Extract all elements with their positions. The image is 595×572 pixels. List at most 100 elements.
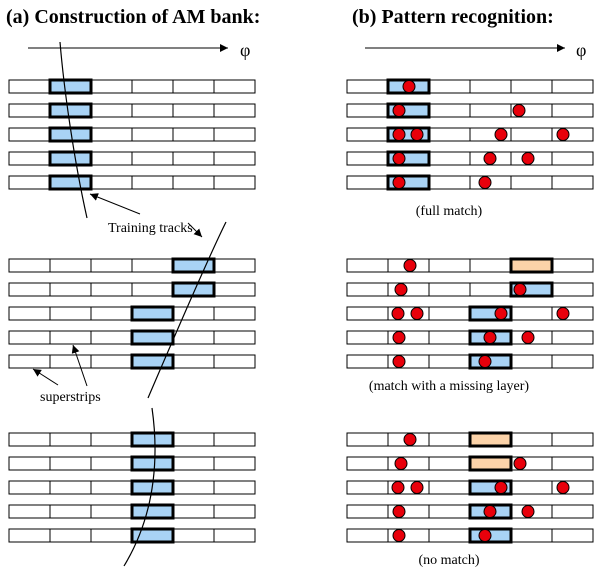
- superstrip-cell: [90, 432, 133, 447]
- superstrip-cell: [49, 258, 92, 273]
- superstrip-cell: [213, 282, 256, 297]
- superstrip-cell: [213, 354, 256, 369]
- superstrip-cell: [213, 330, 256, 345]
- superstrip-cell: [172, 175, 215, 190]
- superstrip-cell: [49, 456, 92, 471]
- hit-marker: [403, 259, 417, 272]
- phi-symbol-b: φ: [576, 40, 586, 60]
- layer-row: [8, 503, 256, 520]
- hit-marker: [478, 176, 492, 189]
- superstrip-cell: [510, 480, 553, 495]
- superstrip-cell: [510, 175, 553, 190]
- superstrip-cell: [428, 258, 471, 273]
- superstrip-cell: [510, 528, 553, 543]
- superstrip-cell: [90, 103, 133, 118]
- superstrip-cell: [469, 282, 512, 297]
- hit-marker: [556, 481, 570, 494]
- hit-marker: [392, 529, 406, 542]
- superstrip-cell: [510, 354, 553, 369]
- active-superstrip: [48, 78, 93, 95]
- superstrip-cell: [131, 151, 174, 166]
- superstrip-cell: [346, 354, 389, 369]
- layer-row: [8, 281, 256, 298]
- layer-row: [346, 78, 594, 95]
- layer-row: [8, 455, 256, 472]
- layer-row: [8, 150, 256, 167]
- superstrip-cell: [346, 127, 389, 142]
- superstrip-cell: [213, 127, 256, 142]
- hit-marker: [392, 505, 406, 518]
- superstrip-cell: [131, 282, 174, 297]
- superstrip-cell: [346, 480, 389, 495]
- superstrip-cell: [8, 504, 51, 519]
- superstrip-cell: [551, 79, 594, 94]
- superstrip-cell: [213, 79, 256, 94]
- superstrip-cell: [213, 504, 256, 519]
- hit-marker: [483, 152, 497, 165]
- hit-marker: [494, 481, 508, 494]
- training-track-curve: [147, 221, 227, 399]
- superstrip-cell: [346, 79, 389, 94]
- superstrip-cell: [346, 432, 389, 447]
- layer-row: [346, 126, 594, 143]
- detector-layers: [8, 78, 594, 544]
- hit-marker: [392, 331, 406, 344]
- superstrip-cell: [90, 306, 133, 321]
- superstrip-cell: [213, 175, 256, 190]
- layer-row: [346, 353, 594, 370]
- superstrip-cell: [428, 79, 471, 94]
- superstrip-cell: [346, 528, 389, 543]
- hit-marker: [391, 481, 405, 494]
- superstrip-cell: [172, 480, 215, 495]
- superstrip-cell: [8, 103, 51, 118]
- superstrip-cell: [346, 151, 389, 166]
- active-superstrip: [130, 329, 175, 346]
- superstrip-cell: [49, 306, 92, 321]
- phi-axis-a: φ: [28, 40, 250, 60]
- hit-marker: [391, 307, 405, 320]
- caption-missing-layer: (match with a missing layer): [369, 379, 530, 394]
- superstrip-cell: [90, 79, 133, 94]
- superstrip-cell: [551, 528, 594, 543]
- superstrip-cell: [90, 504, 133, 519]
- superstrip-cell: [346, 175, 389, 190]
- layer-row: [8, 431, 256, 448]
- hit-marker: [521, 331, 535, 344]
- layer-row: [8, 329, 256, 346]
- superstrip-cell: [346, 306, 389, 321]
- layer-row: [8, 174, 256, 191]
- superstrip-cell: [387, 456, 430, 471]
- superstrip-cell: [510, 306, 553, 321]
- superstrip-cell: [131, 127, 174, 142]
- superstrip-cell: [551, 175, 594, 190]
- superstrip-cell: [172, 79, 215, 94]
- layer-row: [346, 503, 594, 520]
- layer-row: [8, 102, 256, 119]
- superstrip-cell: [428, 103, 471, 118]
- superstrip-cell: [49, 480, 92, 495]
- phi-symbol-a: φ: [240, 40, 250, 60]
- superstrip-cell: [346, 504, 389, 519]
- superstrip-cell: [172, 127, 215, 142]
- layer-row: [346, 455, 594, 472]
- layer-row: [8, 305, 256, 322]
- superstrip-cell: [8, 127, 51, 142]
- hit-marker: [392, 128, 406, 141]
- layer-row: [346, 150, 594, 167]
- superstrips-annotation: superstrips: [32, 344, 101, 405]
- hit-marker: [392, 355, 406, 368]
- superstrip-cell: [428, 480, 471, 495]
- layer-row: [346, 527, 594, 544]
- superstrip-cell: [387, 282, 430, 297]
- layer-row: [346, 174, 594, 191]
- superstrip-cell: [131, 175, 174, 190]
- superstrip-cell: [172, 306, 215, 321]
- superstrips-label: superstrips: [40, 390, 101, 405]
- layer-row: [346, 305, 594, 322]
- panel-a-title: (a) Construction of AM bank:: [6, 6, 260, 28]
- layer-row: [8, 257, 256, 274]
- missing-superstrip: [468, 455, 513, 472]
- hit-marker: [392, 152, 406, 165]
- superstrip-cell: [428, 330, 471, 345]
- superstrip-cell: [469, 79, 512, 94]
